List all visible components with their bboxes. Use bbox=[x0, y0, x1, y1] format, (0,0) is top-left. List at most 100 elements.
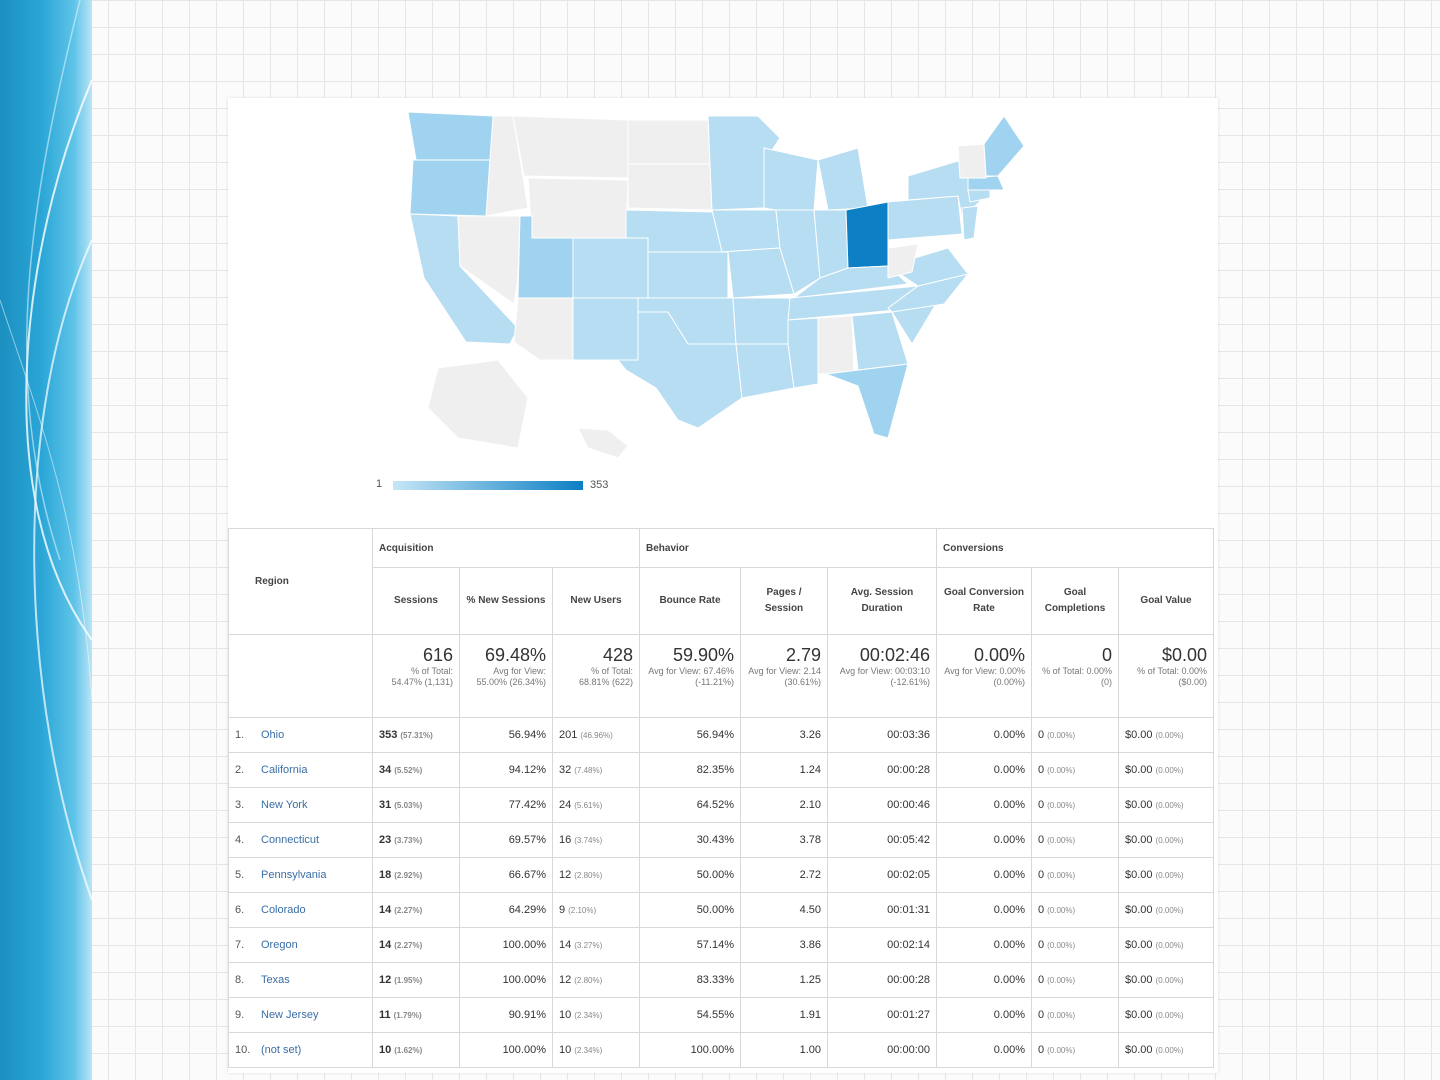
conv-rate-cell: 0.00% bbox=[936, 927, 1032, 963]
region-link[interactable]: New York bbox=[261, 799, 308, 811]
total-pages: 2.79 Avg for View: 2.14 (30.61%) bbox=[740, 634, 828, 718]
new-users-header[interactable]: New Users bbox=[552, 567, 640, 635]
state-louisiana[interactable] bbox=[735, 343, 795, 399]
row-number: 5. bbox=[235, 869, 245, 881]
region-link[interactable]: New Jersey bbox=[261, 1009, 319, 1021]
region-link[interactable]: Colorado bbox=[261, 904, 306, 916]
state-colorado[interactable] bbox=[572, 237, 649, 299]
state-iowa[interactable] bbox=[711, 209, 781, 253]
state-oregon[interactable] bbox=[409, 159, 494, 217]
region-link[interactable]: California bbox=[261, 764, 308, 776]
bounce-rate-header[interactable]: Bounce Rate bbox=[639, 567, 741, 635]
row-number: 3. bbox=[235, 799, 245, 811]
region-link[interactable]: Pennsylvania bbox=[261, 869, 327, 881]
legend-min-label: 1 bbox=[376, 478, 383, 490]
state-north-dakota[interactable] bbox=[627, 119, 711, 165]
pct-new-sessions-header[interactable]: % New Sessions bbox=[459, 567, 553, 635]
pages-cell: 1.91 bbox=[740, 997, 828, 1033]
duration-cell: 00:01:27 bbox=[827, 997, 937, 1033]
sessions-cell: 353 (57.31%) bbox=[372, 717, 460, 753]
pct-new-cell: 100.00% bbox=[459, 1032, 553, 1068]
state-mississippi[interactable] bbox=[787, 317, 819, 389]
state-idaho[interactable] bbox=[485, 115, 529, 217]
total-completions: 0% of Total: 0.00% (0) bbox=[1031, 634, 1119, 718]
completions-cell: 0 (0.00%) bbox=[1031, 997, 1119, 1033]
state-montana[interactable] bbox=[512, 115, 629, 179]
state-indiana[interactable] bbox=[813, 209, 849, 279]
avg-session-duration-header[interactable]: Avg. Session Duration bbox=[827, 567, 937, 635]
goal-conversion-rate-header[interactable]: Goal Conversion Rate bbox=[936, 567, 1032, 635]
region-link[interactable]: Connecticut bbox=[261, 834, 320, 846]
state-hawaii[interactable] bbox=[577, 427, 629, 459]
sessions-cell: 23 (3.73%) bbox=[372, 822, 460, 858]
state-texas[interactable] bbox=[616, 311, 743, 429]
state-maine[interactable] bbox=[983, 115, 1025, 177]
state-arkansas[interactable] bbox=[732, 297, 791, 345]
state-missouri[interactable] bbox=[721, 247, 795, 299]
table-row: 10. (not set) 10 (1.62%) 100.00% 10 (2.34%) 100… bbox=[228, 1032, 1214, 1068]
sessions-cell: 14 (2.27%) bbox=[372, 927, 460, 963]
new-users-cell: 10 (2.34%) bbox=[552, 1032, 640, 1068]
goal-value-cell: $0.00 (0.00%) bbox=[1118, 997, 1214, 1033]
duration-cell: 00:05:42 bbox=[827, 822, 937, 858]
pages-cell: 3.26 bbox=[740, 717, 828, 753]
total-duration: 00:02:46 Avg for View: 00:03:10 (-12.61%) bbox=[827, 634, 937, 718]
state-pennsylvania[interactable] bbox=[887, 195, 963, 241]
region-cell: 10. (not set) bbox=[228, 1032, 373, 1068]
table-row: 2. California 34 (5.52%) 94.12% 32 (7.48%) 82.3… bbox=[228, 752, 1214, 788]
state-alabama[interactable] bbox=[817, 315, 855, 375]
state-alaska[interactable] bbox=[427, 359, 529, 449]
region-link[interactable]: Oregon bbox=[261, 939, 298, 951]
behavior-group-header: Behavior bbox=[639, 528, 937, 568]
new-users-cell: 10 (2.34%) bbox=[552, 997, 640, 1033]
total-pct-new: 69.48% Avg for View: 55.00% (26.34%) bbox=[459, 634, 553, 718]
state-arizona[interactable] bbox=[513, 297, 574, 361]
state-illinois[interactable] bbox=[775, 209, 821, 295]
state-massachusetts[interactable] bbox=[967, 175, 1005, 191]
state-nevada[interactable] bbox=[457, 215, 521, 305]
state-virginia[interactable] bbox=[886, 247, 969, 287]
region-link[interactable]: (not set) bbox=[261, 1044, 302, 1056]
state-ohio[interactable] bbox=[845, 201, 889, 269]
duration-cell: 00:02:14 bbox=[827, 927, 937, 963]
new-users-cell: 32 (7.48%) bbox=[552, 752, 640, 788]
region-header[interactable]: Region bbox=[228, 528, 373, 635]
duration-cell: 00:00:46 bbox=[827, 787, 937, 823]
state-west-virginia[interactable] bbox=[887, 243, 919, 279]
state-washington[interactable] bbox=[407, 111, 494, 161]
state-wisconsin[interactable] bbox=[763, 147, 819, 211]
table-row: 7. Oregon 14 (2.27%) 100.00% 14 (3.27%) 57.14% 3… bbox=[228, 927, 1214, 963]
goal-value-cell: $0.00 (0.00%) bbox=[1118, 927, 1214, 963]
state-kansas[interactable] bbox=[647, 251, 729, 299]
state-new-mexico[interactable] bbox=[572, 297, 639, 361]
row-number: 1. bbox=[235, 729, 245, 741]
region-link[interactable]: Texas bbox=[261, 974, 290, 986]
pct-new-cell: 77.42% bbox=[459, 787, 553, 823]
goal-value-header[interactable]: Goal Value bbox=[1118, 567, 1214, 635]
state-new-jersey[interactable] bbox=[961, 205, 979, 241]
table-row: 6. Colorado 14 (2.27%) 64.29% 9 (2.10%) 50.00% 4… bbox=[228, 892, 1214, 928]
pages-per-session-header[interactable]: Pages / Session bbox=[740, 567, 828, 635]
goal-value-cell: $0.00 (0.00%) bbox=[1118, 752, 1214, 788]
bounce-cell: 100.00% bbox=[639, 1032, 741, 1068]
bounce-cell: 50.00% bbox=[639, 857, 741, 893]
region-cell: 8. Texas bbox=[228, 962, 373, 998]
goal-completions-header[interactable]: Goal Completions bbox=[1031, 567, 1119, 635]
completions-cell: 0 (0.00%) bbox=[1031, 927, 1119, 963]
new-users-cell: 16 (3.74%) bbox=[552, 822, 640, 858]
state-vermont-nh[interactable] bbox=[957, 143, 987, 179]
table-row: 3. New York 31 (5.03%) 77.42% 24 (5.61%) 64.52%… bbox=[228, 787, 1214, 823]
state-wyoming[interactable] bbox=[527, 177, 629, 239]
acquisition-group-header: Acquisition bbox=[372, 528, 640, 568]
region-link[interactable]: Ohio bbox=[261, 729, 285, 741]
state-south-dakota[interactable] bbox=[627, 163, 713, 211]
bounce-cell: 57.14% bbox=[639, 927, 741, 963]
state-michigan[interactable] bbox=[817, 147, 869, 211]
sessions-header[interactable]: Sessions bbox=[372, 567, 460, 635]
bounce-cell: 30.43% bbox=[639, 822, 741, 858]
region-cell: 9. New Jersey bbox=[228, 997, 373, 1033]
row-number: 8. bbox=[235, 974, 245, 986]
total-sessions: 616% of Total: 54.47% (1,131) bbox=[372, 634, 460, 718]
conv-rate-cell: 0.00% bbox=[936, 857, 1032, 893]
state-florida[interactable] bbox=[825, 363, 909, 439]
